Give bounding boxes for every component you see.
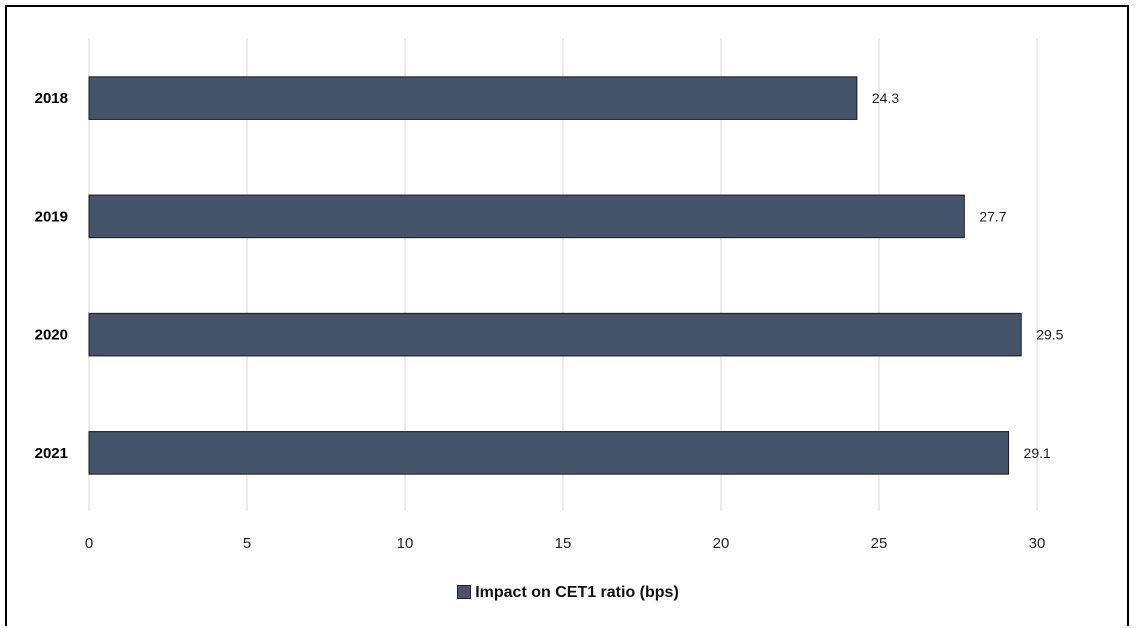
x-tick-label-20: 20	[713, 535, 730, 552]
bar-2020	[88, 312, 1022, 357]
legend-swatch	[457, 585, 472, 599]
data-label-2020: 29.5	[1036, 327, 1063, 343]
data-label-2018: 24.3	[872, 90, 899, 106]
category-label-2018: 2018	[35, 90, 68, 107]
category-label-2019: 2019	[35, 208, 68, 225]
legend-label: Impact on CET1 ratio (bps)	[475, 584, 679, 601]
category-label-2020: 2020	[35, 327, 68, 344]
data-label-2021: 29.1	[1024, 445, 1051, 461]
x-tick-label-30: 30	[1029, 535, 1046, 552]
category-label-2021: 2021	[35, 445, 68, 462]
legend: Impact on CET1 ratio (bps)	[0, 584, 1136, 602]
bar-2018	[88, 76, 858, 120]
x-tick-label-10: 10	[397, 535, 414, 552]
bar-2019	[88, 194, 965, 239]
data-label-2019: 27.7	[979, 208, 1006, 224]
bar-2021	[88, 431, 1010, 475]
x-tick-label-25: 25	[871, 535, 888, 552]
x-tick-label-0: 0	[85, 535, 93, 552]
x-tick-label-5: 5	[243, 535, 251, 552]
x-tick-label-15: 15	[555, 535, 572, 552]
